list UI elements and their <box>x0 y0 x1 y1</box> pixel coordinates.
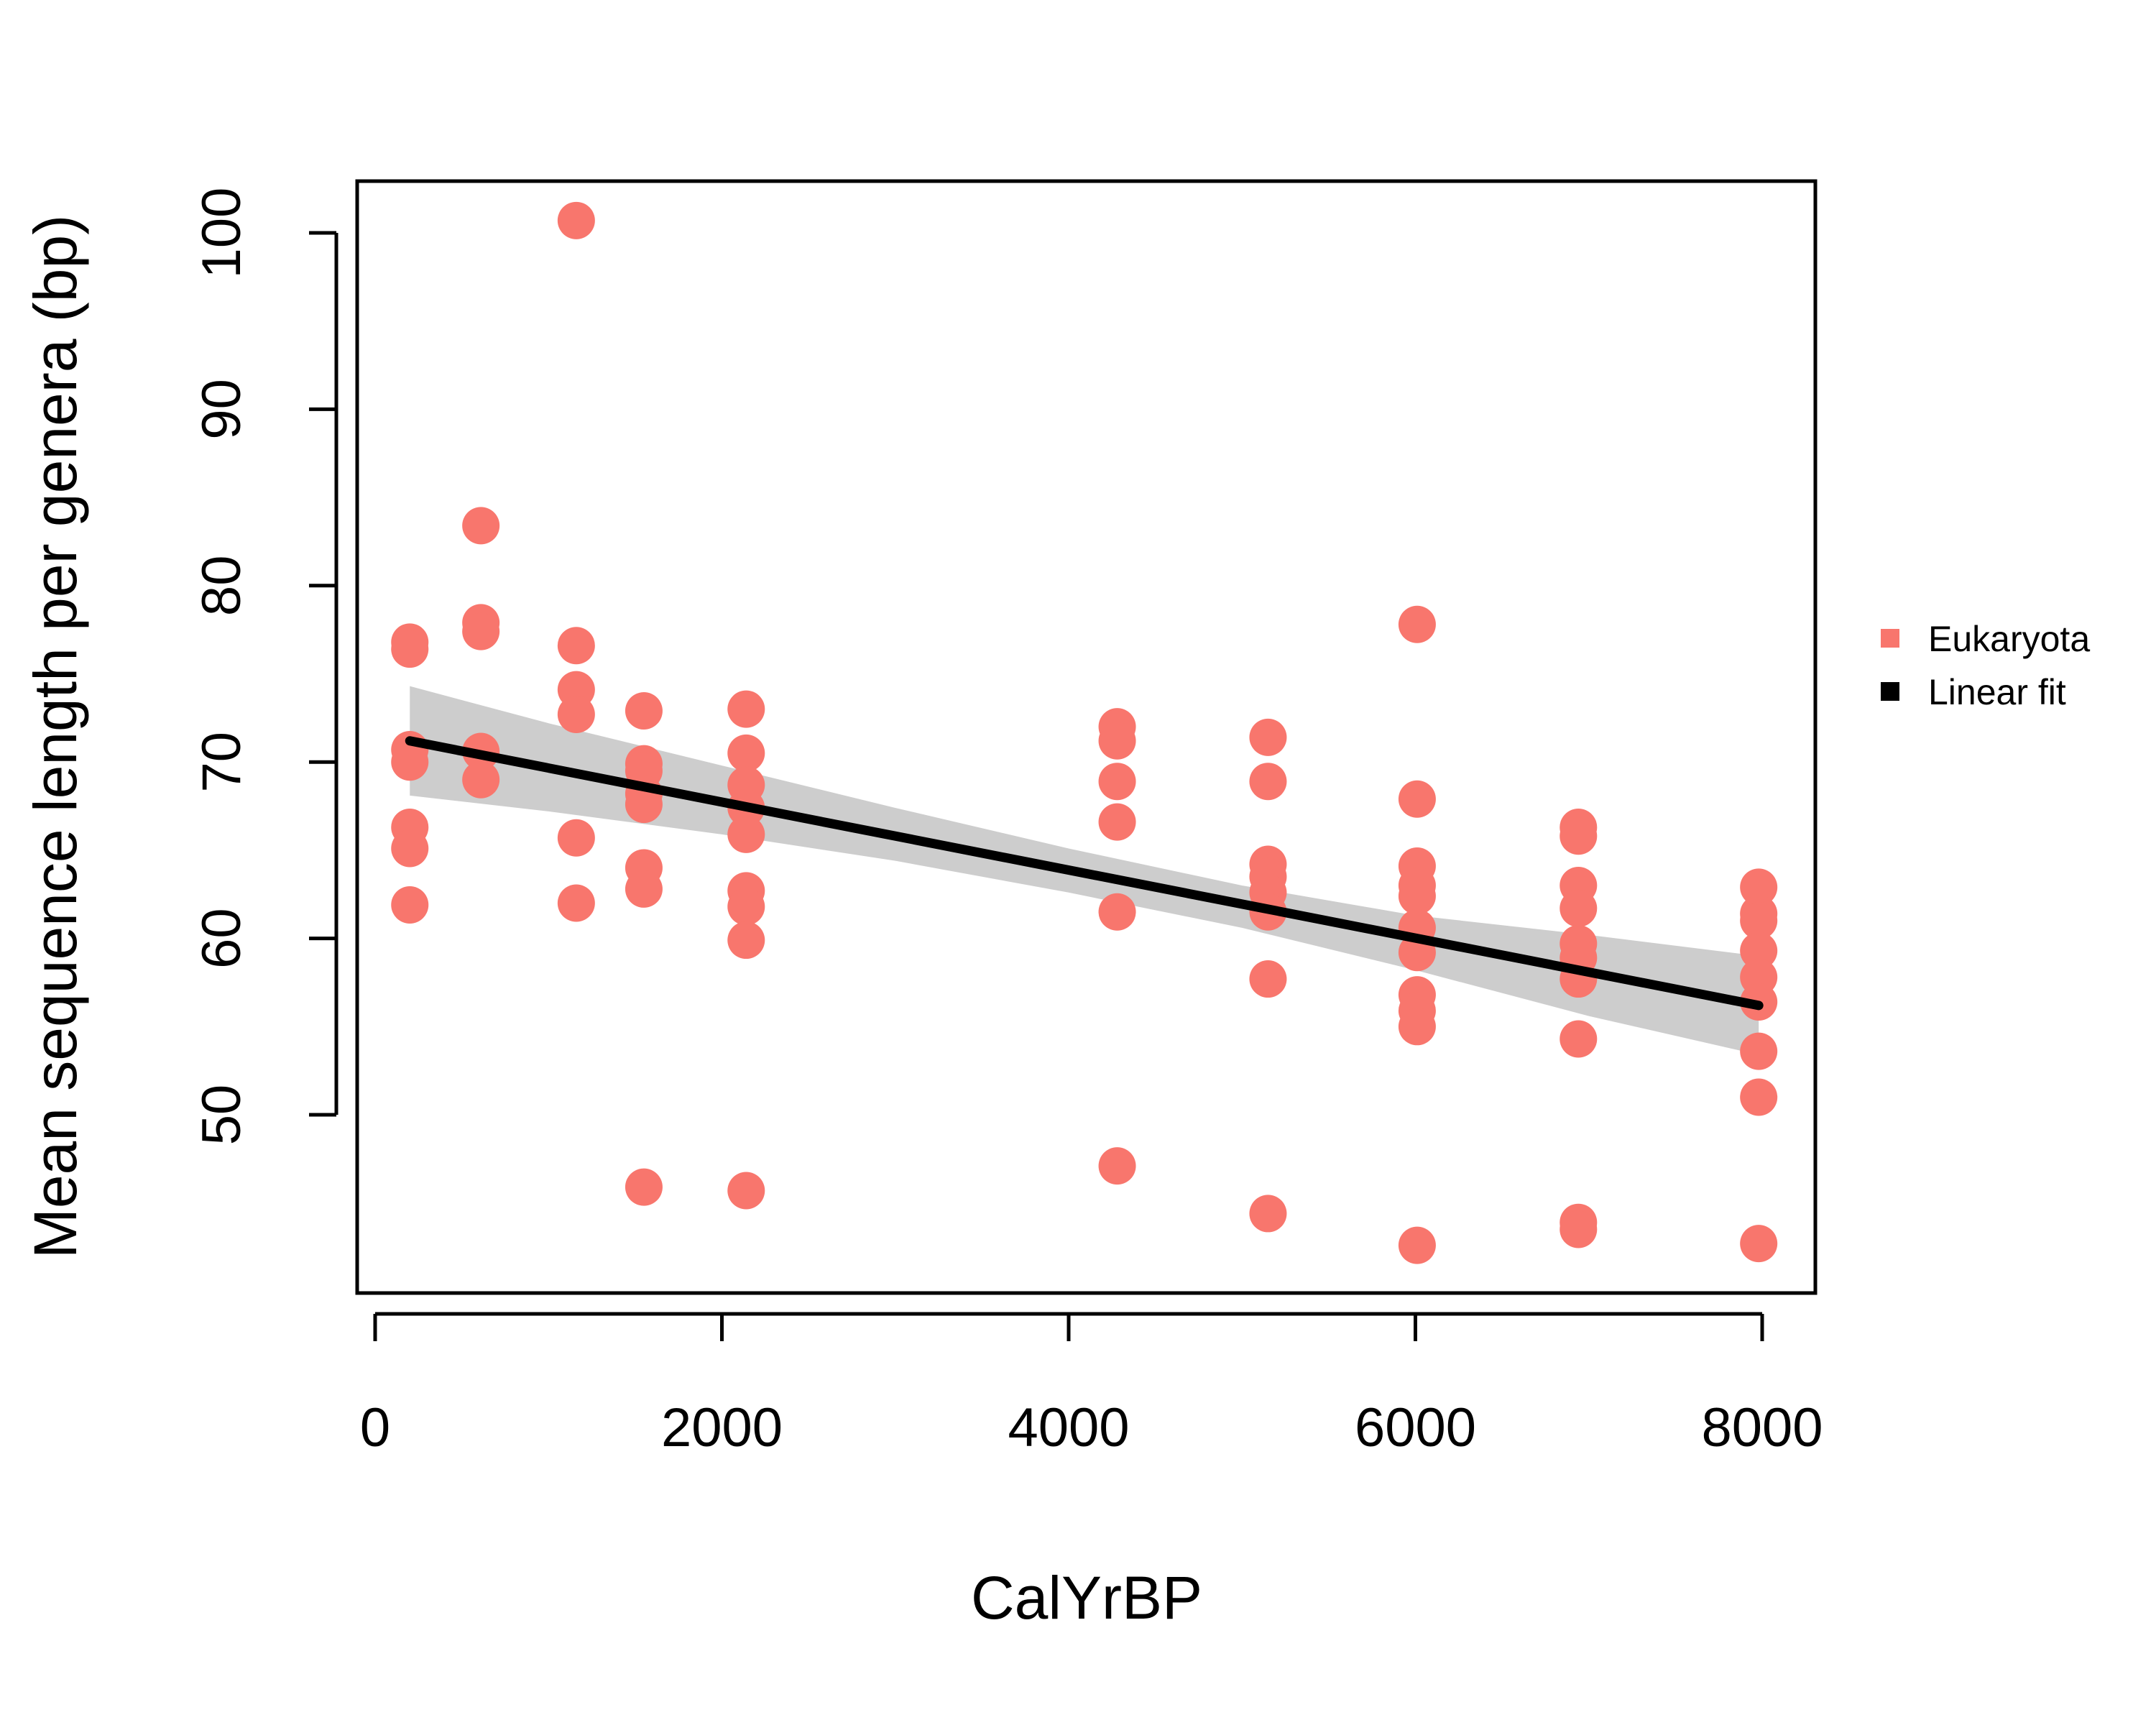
data-point-48 <box>1249 960 1287 998</box>
data-point-68 <box>1560 1020 1598 1058</box>
data-point-16 <box>557 695 595 733</box>
data-point-12 <box>462 760 500 799</box>
data-point-41 <box>1098 1147 1136 1185</box>
data-point-59 <box>1398 1008 1436 1046</box>
y-tick-label-70: 70 <box>191 732 252 793</box>
data-point-14 <box>557 627 595 665</box>
x-tick-label-4000: 4000 <box>1008 1397 1129 1458</box>
y-tick-label-90: 90 <box>191 379 252 440</box>
data-point-62 <box>1560 817 1598 855</box>
data-point-7 <box>391 886 429 924</box>
y-axis-title: Mean sequence length per genera (bp) <box>22 215 89 1259</box>
data-point-33 <box>727 888 765 926</box>
plot-frame <box>355 179 1818 1295</box>
data-point-10 <box>462 612 500 650</box>
data-point-38 <box>1098 763 1136 801</box>
legend-label-linear-fit: Linear fit <box>1928 672 2066 712</box>
y-tick-label-60: 60 <box>191 908 252 969</box>
data-point-42 <box>1249 718 1287 756</box>
data-point-8 <box>462 507 500 545</box>
data-point-39 <box>1098 803 1136 841</box>
x-tick-label-6000: 6000 <box>1355 1397 1476 1458</box>
data-point-64 <box>1560 889 1598 927</box>
data-point-77 <box>1740 1032 1778 1070</box>
data-point-19 <box>625 692 663 730</box>
fit-line-layer <box>405 736 1764 1011</box>
data-point-70 <box>1560 1210 1598 1248</box>
data-point-37 <box>1098 722 1136 760</box>
data-point-18 <box>557 884 595 922</box>
data-point-28 <box>727 734 765 772</box>
legend-label-eukaryota: Eukaryota <box>1928 619 2090 659</box>
data-point-35 <box>727 1172 765 1210</box>
data-point-43 <box>1249 763 1287 801</box>
data-point-51 <box>1398 780 1436 818</box>
data-point-79 <box>1740 1225 1778 1263</box>
x-tick-label-8000: 8000 <box>1701 1397 1823 1458</box>
x-axis: 0 2000 4000 6000 8000 <box>360 1312 1823 1458</box>
data-point-23 <box>625 786 663 824</box>
data-point-4 <box>391 743 429 781</box>
data-point-31 <box>727 815 765 853</box>
data-point-73 <box>1740 902 1778 940</box>
y-tick-label-100: 100 <box>191 188 252 279</box>
data-point-34 <box>727 921 765 960</box>
data-point-74 <box>1740 932 1778 970</box>
data-point-40 <box>1098 893 1136 931</box>
points-layer <box>391 201 1778 1264</box>
data-point-27 <box>727 690 765 728</box>
data-point-17 <box>557 819 595 857</box>
data-point-71 <box>1740 868 1778 906</box>
data-point-2 <box>391 630 429 668</box>
legend: Eukaryota Linear fit <box>1881 619 2090 712</box>
y-axis: 50 60 70 80 90 100 <box>191 188 338 1146</box>
y-tick-label-50: 50 <box>191 1085 252 1146</box>
data-point-60 <box>1398 1226 1436 1264</box>
data-point-54 <box>1398 877 1436 915</box>
data-point-78 <box>1740 1078 1778 1116</box>
data-point-13 <box>557 201 595 239</box>
data-point-26 <box>625 1168 663 1206</box>
legend-swatch-linear-fit <box>1881 682 1899 701</box>
x-tick-label-2000: 2000 <box>661 1397 783 1458</box>
data-point-6 <box>391 829 429 868</box>
y-tick-label-80: 80 <box>191 556 252 617</box>
data-point-50 <box>1398 605 1436 643</box>
linear-fit-line <box>405 736 1764 1011</box>
data-point-25 <box>625 870 663 908</box>
data-point-49 <box>1249 1195 1287 1233</box>
legend-swatch-eukaryota <box>1881 629 1899 648</box>
x-axis-title: CalYrBP <box>971 1564 1202 1632</box>
x-tick-label-0: 0 <box>360 1397 390 1458</box>
